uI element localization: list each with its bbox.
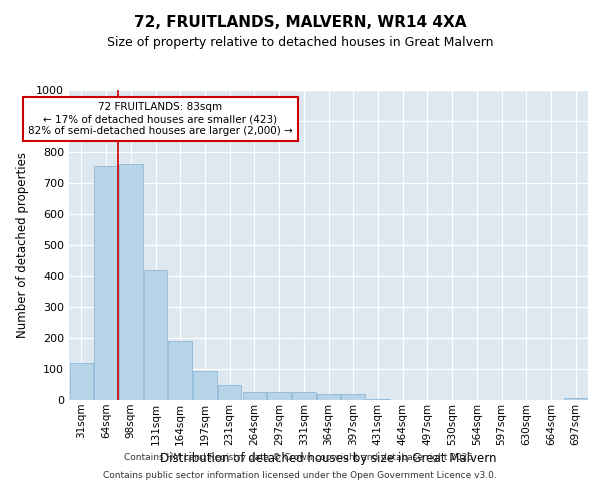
Text: Contains HM Land Registry data © Crown copyright and database right 2025.: Contains HM Land Registry data © Crown c… — [124, 453, 476, 462]
X-axis label: Distribution of detached houses by size in Great Malvern: Distribution of detached houses by size … — [160, 452, 497, 465]
Y-axis label: Number of detached properties: Number of detached properties — [16, 152, 29, 338]
Bar — [218, 384, 241, 400]
Bar — [341, 394, 365, 400]
Text: Contains public sector information licensed under the Open Government Licence v3: Contains public sector information licen… — [103, 470, 497, 480]
Bar — [119, 164, 143, 400]
Bar — [70, 363, 93, 400]
Bar — [268, 392, 291, 400]
Bar — [169, 341, 192, 400]
Bar — [242, 392, 266, 400]
Bar — [292, 392, 316, 400]
Bar — [317, 394, 340, 400]
Bar — [94, 166, 118, 400]
Bar — [144, 270, 167, 400]
Bar — [564, 398, 587, 400]
Text: Size of property relative to detached houses in Great Malvern: Size of property relative to detached ho… — [107, 36, 493, 49]
Text: 72 FRUITLANDS: 83sqm
← 17% of detached houses are smaller (423)
82% of semi-deta: 72 FRUITLANDS: 83sqm ← 17% of detached h… — [28, 102, 293, 136]
Bar — [193, 370, 217, 400]
Text: 72, FRUITLANDS, MALVERN, WR14 4XA: 72, FRUITLANDS, MALVERN, WR14 4XA — [134, 15, 466, 30]
Bar — [366, 399, 389, 400]
